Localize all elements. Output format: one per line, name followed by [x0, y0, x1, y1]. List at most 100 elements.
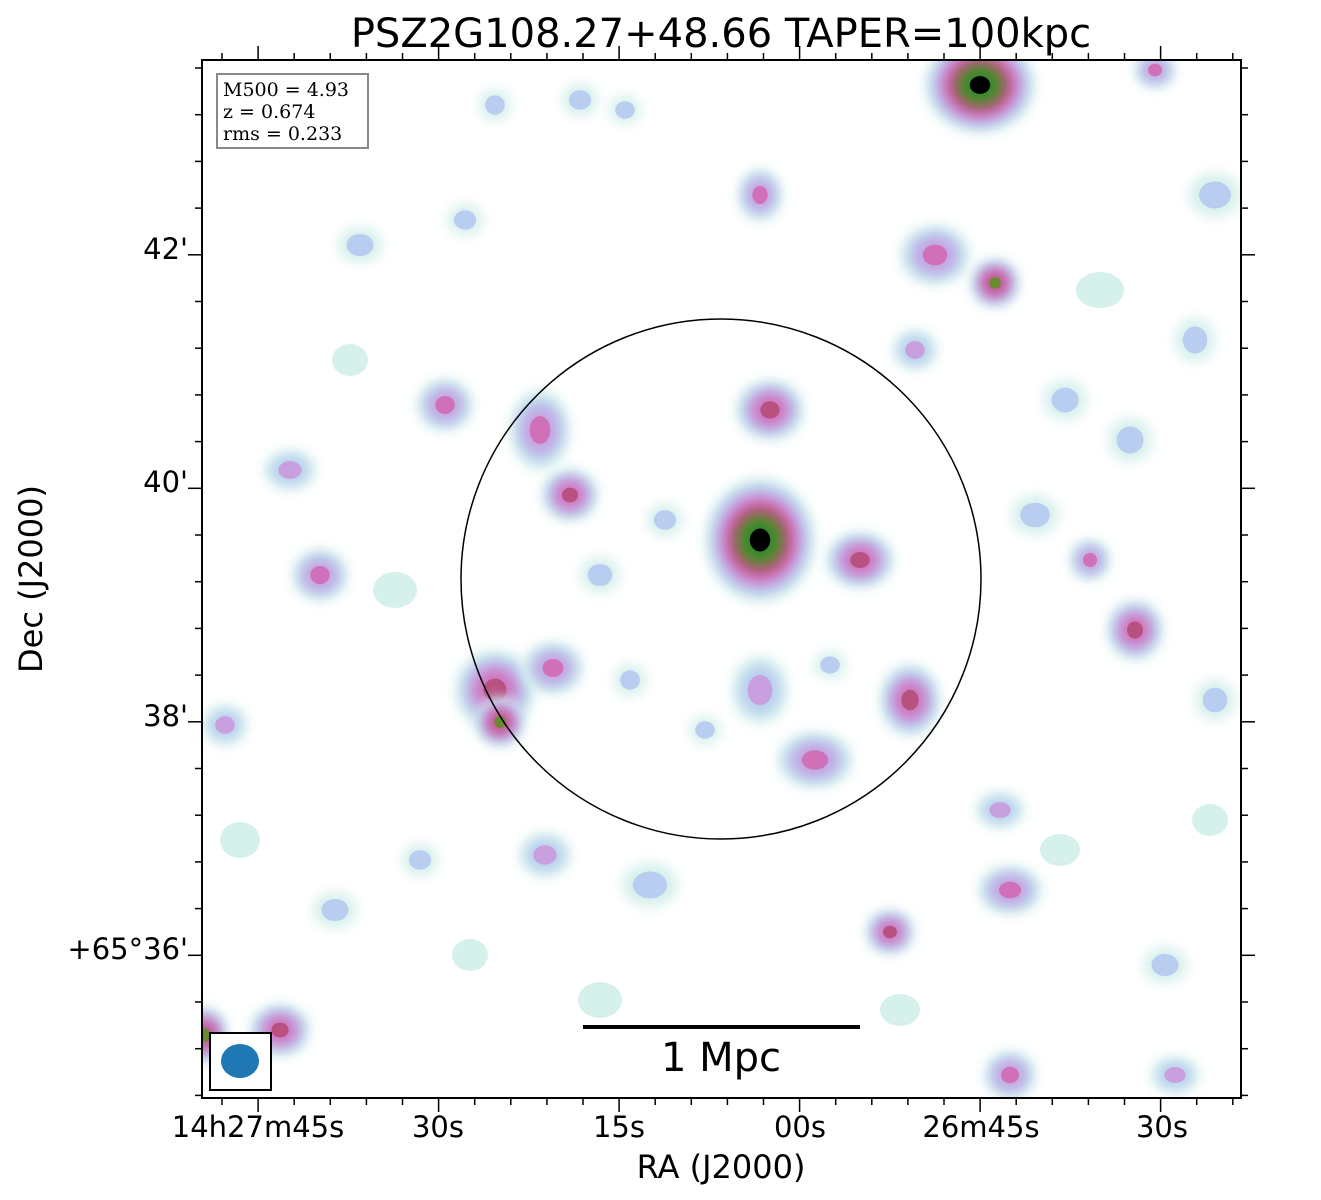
emission-blob	[893, 330, 937, 370]
emission-blob	[402, 844, 438, 876]
r500-circle	[460, 318, 982, 840]
emission-blob	[580, 557, 620, 593]
emission-contour	[752, 186, 768, 204]
emission-blob	[738, 169, 782, 221]
emission-blob	[732, 656, 788, 724]
y-tick-label-0: 42'	[143, 232, 188, 266]
emission-blob	[523, 642, 583, 694]
emission-contour	[749, 528, 771, 552]
emission-blob	[622, 863, 678, 907]
emission-contour	[1199, 181, 1231, 209]
emission-contour	[562, 487, 578, 503]
emission-contour	[1182, 326, 1208, 354]
beam-box	[209, 1032, 272, 1091]
info-redshift: z = 0.674	[223, 101, 315, 123]
emission-blob	[578, 982, 622, 1018]
emission-contour	[969, 76, 991, 94]
emission-contour	[408, 850, 432, 870]
scalebar-label: 1 Mpc	[661, 1035, 781, 1081]
emission-blob	[479, 89, 511, 121]
emission-blob	[777, 732, 853, 788]
emission-blob	[866, 910, 914, 954]
emission-contour	[529, 416, 551, 444]
plot-frame	[201, 59, 1242, 1099]
emission-contour	[494, 716, 506, 728]
emission-blob	[417, 379, 473, 431]
emission-contour	[1083, 553, 1097, 567]
emission-contour	[801, 750, 829, 770]
emission-contour	[820, 656, 840, 674]
y-tick-label-3: +65°36'	[67, 932, 188, 966]
emission-contour	[485, 95, 505, 115]
emission-contour	[1116, 426, 1144, 454]
y-tick-label-1: 40'	[143, 465, 188, 499]
emission-blob	[1011, 495, 1059, 535]
x-tick-label-0: 14h27m45s	[172, 1110, 344, 1144]
emission-blob	[203, 705, 247, 745]
emission-contour	[215, 716, 235, 734]
emission-blob	[1076, 272, 1124, 308]
emission-blob	[900, 225, 970, 285]
x-tick-label-5: 30s	[1136, 1110, 1188, 1144]
emission-blob	[971, 259, 1019, 307]
emission-blob	[826, 532, 894, 588]
emission-contour	[346, 233, 374, 257]
emission-contour	[615, 101, 635, 119]
emission-blob	[1070, 540, 1110, 580]
emission-contour	[620, 670, 640, 690]
x-tick-label-1: 30s	[412, 1110, 464, 1144]
emission-contour	[1164, 1067, 1186, 1083]
emission-contour	[905, 341, 925, 359]
emission-blob	[1108, 418, 1152, 462]
emission-contour	[1051, 387, 1079, 413]
emission-contour	[1040, 834, 1080, 866]
emission-blob	[313, 892, 357, 928]
emission-blob	[264, 450, 316, 490]
emission-blob	[1151, 1057, 1199, 1093]
emission-contour	[1151, 953, 1179, 977]
emission-blob	[542, 469, 598, 521]
emission-contour	[850, 552, 870, 568]
emission-contour	[321, 898, 349, 922]
emission-contour	[922, 244, 948, 266]
emission-contour	[989, 802, 1011, 818]
emission-blob	[1135, 60, 1175, 88]
x-axis-label: RA (J2000)	[637, 1148, 806, 1186]
emission-contour	[373, 572, 417, 608]
emission-blob	[1107, 600, 1163, 660]
info-m500: M500 = 4.93	[223, 79, 349, 101]
emission-blob	[647, 504, 683, 536]
emission-contour	[989, 277, 1001, 289]
emission-blob	[452, 939, 488, 971]
emission-contour	[220, 822, 260, 858]
emission-contour	[695, 721, 715, 739]
emission-contour	[435, 396, 455, 414]
emission-contour	[452, 939, 488, 971]
emission-contour	[883, 925, 897, 939]
emission-contour	[568, 90, 592, 110]
y-axis-label: Dec (J2000)	[12, 485, 50, 673]
emission-contour	[760, 401, 780, 419]
x-tick-label-3: 00s	[774, 1110, 826, 1144]
emission-contour	[653, 510, 677, 530]
emission-contour	[453, 210, 477, 230]
emission-contour	[587, 563, 613, 587]
emission-contour	[1192, 804, 1228, 836]
emission-blob	[614, 664, 646, 696]
info-box-frame	[216, 73, 369, 149]
emission-contour	[533, 845, 557, 865]
emission-contour	[310, 566, 330, 584]
emission-blob	[880, 664, 940, 736]
emission-contour	[278, 461, 302, 479]
emission-blob	[1189, 173, 1241, 217]
emission-contour	[483, 678, 507, 702]
emission-contour	[1127, 621, 1143, 639]
emission-contour	[747, 674, 773, 706]
emission-blob	[1195, 680, 1235, 720]
emission-contour	[1148, 63, 1162, 77]
emission-blob	[976, 792, 1024, 828]
emission-blob	[1192, 804, 1228, 836]
emission-blob	[447, 204, 483, 236]
emission-blob	[705, 478, 815, 602]
emission-contour	[901, 689, 919, 711]
